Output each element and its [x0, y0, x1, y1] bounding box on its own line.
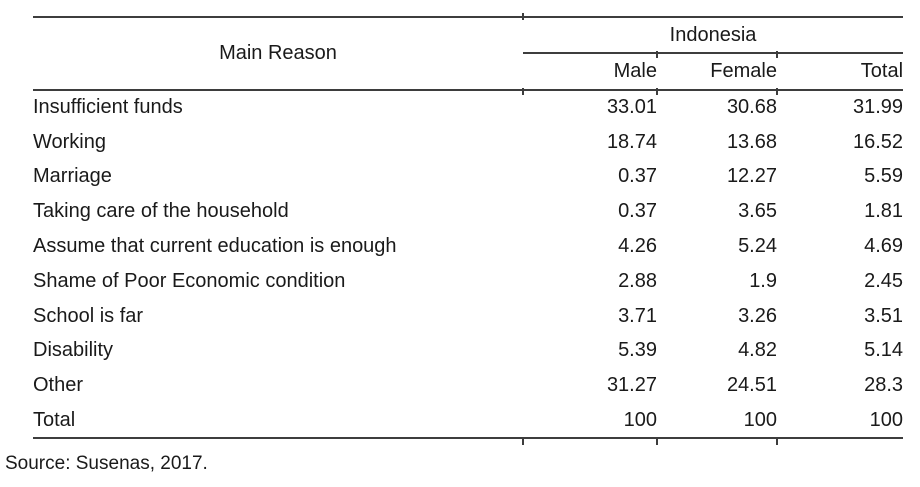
- col-header-total: Total: [777, 53, 904, 91]
- col-header-main-reason: Main Reason: [33, 16, 523, 91]
- column-tick: [656, 438, 658, 445]
- female-value: 12.27: [726, 165, 777, 188]
- column-tick: [522, 438, 524, 445]
- table-row: Disability 5.39 4.82 5.14: [33, 334, 903, 369]
- female-value: 24.51: [726, 374, 777, 397]
- column-tick: [522, 13, 524, 20]
- reason-cell: Shame of Poor Economic condition: [33, 269, 346, 292]
- header-subhead-row: Male Female Total: [33, 53, 904, 91]
- table-row: Taking care of the household 0.37 3.65 1…: [33, 194, 903, 229]
- total-value: 2.45: [864, 269, 904, 292]
- reason-cell: Working: [33, 130, 106, 153]
- header-group-row: Main Reason Indonesia: [33, 16, 904, 91]
- col-header-male: Male: [523, 53, 657, 91]
- table-row: Other 31.27 24.51 28.3: [33, 368, 903, 403]
- reason-cell: Taking care of the household: [33, 200, 289, 223]
- male-value: 0.37: [618, 200, 657, 223]
- total-value: 5.14: [864, 339, 904, 362]
- female-value: 13.68: [726, 130, 777, 153]
- source-note: Source: Susenas, 2017.: [5, 453, 208, 474]
- male-value: 5.39: [618, 339, 657, 362]
- total-value: 31.99: [852, 96, 904, 119]
- table-row-total: Total 100 100 100: [33, 403, 904, 439]
- female-value: 30.68: [726, 96, 777, 119]
- male-value: 100: [523, 403, 657, 439]
- table-row: School is far 3.71 3.26 3.51: [33, 299, 903, 334]
- male-value: 3.71: [618, 304, 657, 327]
- female-value: 3.65: [738, 200, 777, 223]
- table-row: Shame of Poor Economic condition 2.88 1.…: [33, 264, 903, 299]
- total-value: 4.69: [864, 235, 904, 258]
- female-value: 4.82: [738, 339, 777, 362]
- col-header-female: Female: [657, 53, 777, 91]
- total-value: 16.52: [852, 130, 904, 153]
- female-value: 1.9: [749, 269, 777, 292]
- col-group-header-indonesia: Indonesia: [523, 16, 904, 54]
- male-value: 2.88: [618, 269, 657, 292]
- total-value: 3.51: [864, 304, 904, 327]
- male-value: 4.26: [618, 235, 657, 258]
- total-value: 28.3: [864, 374, 904, 397]
- reason-cell: School is far: [33, 304, 144, 327]
- male-value: 0.37: [618, 165, 657, 188]
- reason-cell: Total: [33, 403, 523, 439]
- total-value: 1.81: [864, 200, 904, 223]
- reason-cell: Assume that current education is enough: [33, 235, 397, 258]
- male-value: 31.27: [606, 374, 657, 397]
- reason-cell: Insufficient funds: [33, 96, 183, 119]
- table-row: Insufficient funds 33.01 30.68 31.99: [33, 90, 903, 125]
- reason-cell: Disability: [33, 339, 114, 362]
- column-tick: [522, 88, 524, 95]
- male-value: 18.74: [606, 130, 657, 153]
- female-value: 5.24: [738, 235, 777, 258]
- column-tick: [656, 51, 658, 58]
- reason-cell: Other: [33, 374, 84, 397]
- female-value: 3.26: [738, 304, 777, 327]
- female-value: 100: [657, 403, 777, 439]
- column-tick: [776, 88, 778, 95]
- column-tick: [776, 51, 778, 58]
- reason-cell: Marriage: [33, 165, 112, 188]
- table-row: Marriage 0.37 12.27 5.59: [33, 160, 903, 195]
- total-value: 100: [777, 403, 904, 439]
- column-tick: [776, 438, 778, 445]
- table-row: Working 18.74 13.68 16.52: [33, 125, 903, 160]
- male-value: 33.01: [606, 96, 657, 119]
- column-tick: [656, 88, 658, 95]
- reasons-table: Main Reason Indonesia Male Female Total …: [33, 16, 904, 439]
- table-row: Assume that current education is enough …: [33, 229, 903, 264]
- total-value: 5.59: [864, 165, 904, 188]
